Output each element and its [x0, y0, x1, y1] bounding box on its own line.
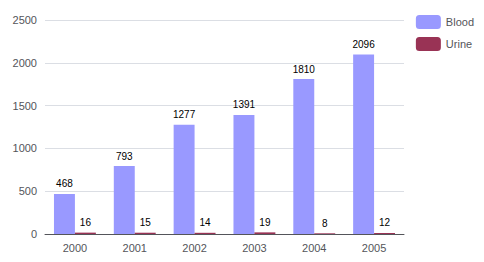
svg-text:14: 14 — [199, 217, 211, 228]
svg-text:2005: 2005 — [362, 242, 386, 254]
svg-text:Blood: Blood — [446, 16, 474, 28]
svg-text:2000: 2000 — [63, 242, 87, 254]
svg-text:2096: 2096 — [352, 39, 375, 50]
svg-text:793: 793 — [116, 151, 133, 162]
svg-text:1277: 1277 — [173, 109, 196, 120]
svg-text:0: 0 — [31, 228, 37, 240]
svg-text:500: 500 — [19, 185, 37, 197]
svg-text:1000: 1000 — [13, 142, 37, 154]
svg-text:Urine: Urine — [446, 38, 472, 50]
svg-text:1500: 1500 — [13, 100, 37, 112]
svg-text:2000: 2000 — [13, 57, 37, 69]
svg-text:2003: 2003 — [242, 242, 266, 254]
svg-text:2001: 2001 — [123, 242, 147, 254]
svg-text:8: 8 — [322, 218, 328, 229]
svg-text:468: 468 — [56, 178, 73, 189]
svg-text:1391: 1391 — [233, 99, 256, 110]
svg-text:15: 15 — [140, 217, 152, 228]
svg-text:2004: 2004 — [302, 242, 326, 254]
svg-text:1810: 1810 — [293, 64, 316, 75]
svg-text:2002: 2002 — [182, 242, 206, 254]
svg-text:19: 19 — [259, 217, 271, 228]
svg-text:2500: 2500 — [13, 14, 37, 26]
svg-text:12: 12 — [379, 217, 391, 228]
svg-text:16: 16 — [80, 217, 92, 228]
